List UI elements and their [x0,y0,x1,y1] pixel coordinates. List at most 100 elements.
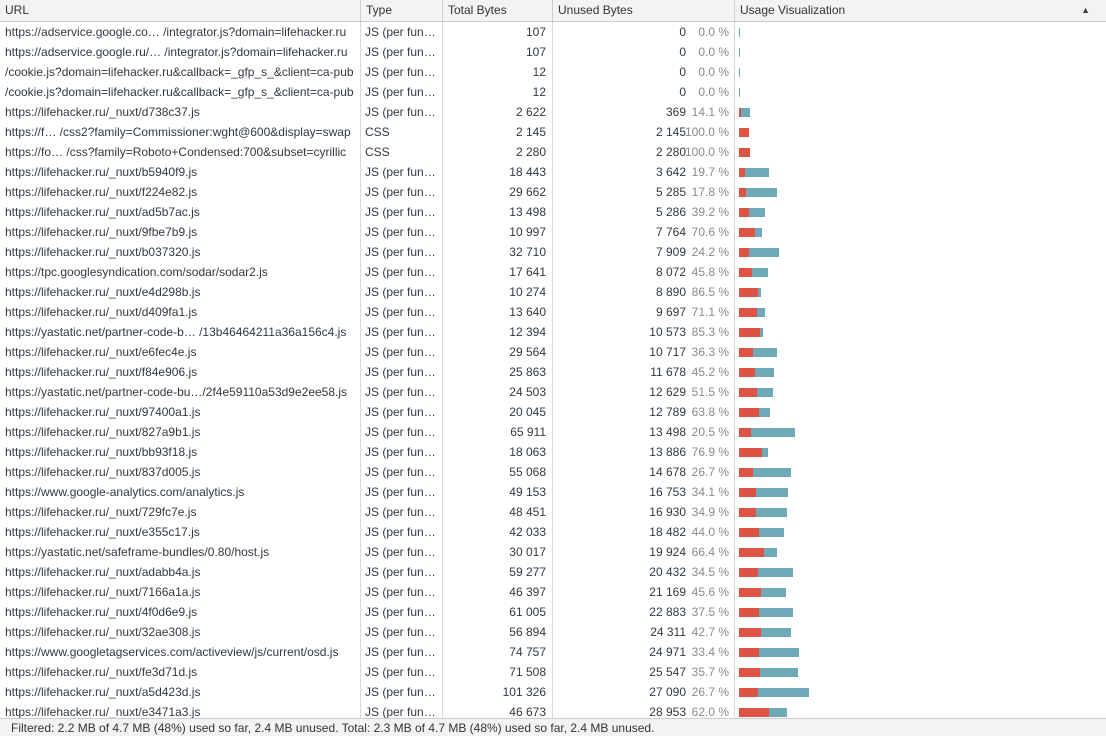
url-cell[interactable]: https://fo… /css?family=Roboto+Condensed… [0,142,361,162]
url-cell[interactable]: https://lifehacker.ru/_nuxt/e4d298b.js [0,282,361,302]
total-bytes-cell: 29 662 [443,182,553,202]
url-cell[interactable]: https://f… /css2?family=Commissioner:wgh… [0,122,361,142]
table-row[interactable]: https://adservice.google.ru/… /integrato… [0,42,1106,62]
column-header-type[interactable]: Type [361,0,443,21]
table-row[interactable]: https://yastatic.net/partner-code-bu…/2f… [0,382,1106,402]
unused-percent: 34.1 % [691,485,729,499]
table-row[interactable]: https://lifehacker.ru/_nuxt/9fbe7b9.js JS… [0,222,1106,242]
url-cell[interactable]: https://tpc.googlesyndication.com/sodar/… [0,262,361,282]
url-cell[interactable]: https://lifehacker.ru/_nuxt/9fbe7b9.js [0,222,361,242]
table-row[interactable]: https://lifehacker.ru/_nuxt/ad5b7ac.js JS… [0,202,1106,222]
url-cell[interactable]: https://lifehacker.ru/_nuxt/ad5b7ac.js [0,202,361,222]
url-cell[interactable]: https://lifehacker.ru/_nuxt/a5d423d.js [0,682,361,702]
url-cell[interactable]: https://lifehacker.ru/_nuxt/4f0d6e9.js [0,602,361,622]
table-row[interactable]: https://lifehacker.ru/_nuxt/7166a1a.js JS… [0,582,1106,602]
sort-ascending-icon[interactable]: ▲ [1081,5,1090,15]
url-cell[interactable]: https://yastatic.net/partner-code-bu…/2f… [0,382,361,402]
unused-percent: 36.3 % [691,345,729,359]
type-cell: JS (per fun… [361,502,443,522]
table-row[interactable]: https://lifehacker.ru/_nuxt/fe3d71d.js JS… [0,662,1106,682]
type-cell: JS (per fun… [361,102,443,122]
unused-bytes-cell: 22 883 37.5 % [553,602,735,622]
unused-bytes-value: 10 717 [649,345,686,359]
table-row[interactable]: https://lifehacker.ru/_nuxt/e3471a3.js JS… [0,702,1106,718]
url-cell[interactable]: https://lifehacker.ru/_nuxt/827a9b1.js [0,422,361,442]
url-cell[interactable]: https://lifehacker.ru/_nuxt/b5940f9.js [0,162,361,182]
url-cell[interactable]: https://lifehacker.ru/_nuxt/32ae308.js [0,622,361,642]
table-row[interactable]: https://lifehacker.ru/_nuxt/f224e82.js JS… [0,182,1106,202]
url-cell[interactable]: https://www.googletagservices.com/active… [0,642,361,662]
table-row[interactable]: https://lifehacker.ru/_nuxt/d409fa1.js JS… [0,302,1106,322]
unused-bytes-cell: 5 285 17.8 % [553,182,735,202]
url-cell[interactable]: https://lifehacker.ru/_nuxt/837d005.js [0,462,361,482]
table-row[interactable]: /cookie.js?domain=lifehacker.ru&callback… [0,62,1106,82]
table-row[interactable]: https://lifehacker.ru/_nuxt/4f0d6e9.js JS… [0,602,1106,622]
table-row[interactable]: https://yastatic.net/partner-code-b… /13… [0,322,1106,342]
url-cell[interactable]: https://lifehacker.ru/_nuxt/f84e906.js [0,362,361,382]
url-cell[interactable]: https://lifehacker.ru/_nuxt/b037320.js [0,242,361,262]
table-row[interactable]: https://lifehacker.ru/_nuxt/97400a1.js JS… [0,402,1106,422]
usage-bar-unused [739,668,760,677]
table-row[interactable]: https://www.googletagservices.com/active… [0,642,1106,662]
total-bytes-cell: 2 280 [443,142,553,162]
table-row[interactable]: https://yastatic.net/safeframe-bundles/0… [0,542,1106,562]
usage-bar-unused [739,328,760,337]
table-row[interactable]: https://lifehacker.ru/_nuxt/a5d423d.js JS… [0,682,1106,702]
unused-bytes-cell: 2 280 100.0 % [553,142,735,162]
table-row[interactable]: https://lifehacker.ru/_nuxt/adabb4a.js JS… [0,562,1106,582]
total-bytes-cell: 61 005 [443,602,553,622]
table-row[interactable]: https://lifehacker.ru/_nuxt/e4d298b.js JS… [0,282,1106,302]
url-cell[interactable]: https://adservice.google.ru/… /integrato… [0,42,361,62]
column-header-url[interactable]: URL [0,0,361,21]
type-cell: JS (per fun… [361,622,443,642]
table-row[interactable]: https://f… /css2?family=Commissioner:wgh… [0,122,1106,142]
url-cell[interactable]: https://lifehacker.ru/_nuxt/fe3d71d.js [0,662,361,682]
table-row[interactable]: /cookie.js?domain=lifehacker.ru&callback… [0,82,1106,102]
table-row[interactable]: https://lifehacker.ru/_nuxt/e355c17.js JS… [0,522,1106,542]
table-row[interactable]: https://lifehacker.ru/_nuxt/bb93f18.js JS… [0,442,1106,462]
url-cell[interactable]: /cookie.js?domain=lifehacker.ru&callback… [0,62,361,82]
usage-visualization-cell [735,362,1106,382]
table-row[interactable]: https://adservice.google.co… /integrator… [0,22,1106,42]
table-row[interactable]: https://fo… /css?family=Roboto+Condensed… [0,142,1106,162]
table-row[interactable]: https://lifehacker.ru/_nuxt/d738c37.js JS… [0,102,1106,122]
unused-percent: 71.1 % [691,305,729,319]
url-cell[interactable]: https://lifehacker.ru/_nuxt/adabb4a.js [0,562,361,582]
unused-percent: 70.6 % [691,225,729,239]
table-row[interactable]: https://lifehacker.ru/_nuxt/b5940f9.js JS… [0,162,1106,182]
url-cell[interactable]: https://lifehacker.ru/_nuxt/e3471a3.js [0,702,361,718]
usage-visualization-cell [735,522,1106,542]
table-row[interactable]: https://lifehacker.ru/_nuxt/f84e906.js JS… [0,362,1106,382]
table-row[interactable]: https://lifehacker.ru/_nuxt/837d005.js JS… [0,462,1106,482]
table-row[interactable]: https://lifehacker.ru/_nuxt/827a9b1.js JS… [0,422,1106,442]
url-cell[interactable]: https://lifehacker.ru/_nuxt/e6fec4e.js [0,342,361,362]
unused-percent: 0.0 % [698,65,729,79]
url-cell[interactable]: https://adservice.google.co… /integrator… [0,22,361,42]
unused-bytes-cell: 10 717 36.3 % [553,342,735,362]
column-header-unused-bytes[interactable]: Unused Bytes [553,0,735,21]
url-cell[interactable]: https://lifehacker.ru/_nuxt/97400a1.js [0,402,361,422]
url-cell[interactable]: https://lifehacker.ru/_nuxt/729fc7e.js [0,502,361,522]
table-row[interactable]: https://tpc.googlesyndication.com/sodar/… [0,262,1106,282]
column-header-total-bytes[interactable]: Total Bytes [443,0,553,21]
url-cell[interactable]: https://lifehacker.ru/_nuxt/7166a1a.js [0,582,361,602]
type-cell: JS (per fun… [361,42,443,62]
url-cell[interactable]: https://lifehacker.ru/_nuxt/e355c17.js [0,522,361,542]
type-cell: JS (per fun… [361,562,443,582]
url-cell[interactable]: /cookie.js?domain=lifehacker.ru&callback… [0,82,361,102]
url-cell[interactable]: https://lifehacker.ru/_nuxt/f224e82.js [0,182,361,202]
url-cell[interactable]: https://lifehacker.ru/_nuxt/d409fa1.js [0,302,361,322]
unused-bytes-cell: 19 924 66.4 % [553,542,735,562]
url-cell[interactable]: https://yastatic.net/partner-code-b… /13… [0,322,361,342]
url-cell[interactable]: https://www.google-analytics.com/analyti… [0,482,361,502]
column-header-usage-visualization[interactable]: Usage Visualization ▲ [735,0,1106,21]
table-row[interactable]: https://lifehacker.ru/_nuxt/e6fec4e.js JS… [0,342,1106,362]
url-cell[interactable]: https://lifehacker.ru/_nuxt/d738c37.js [0,102,361,122]
table-row[interactable]: https://lifehacker.ru/_nuxt/b037320.js JS… [0,242,1106,262]
unused-percent: 33.4 % [691,645,729,659]
url-cell[interactable]: https://yastatic.net/safeframe-bundles/0… [0,542,361,562]
table-row[interactable]: https://lifehacker.ru/_nuxt/729fc7e.js JS… [0,502,1106,522]
table-row[interactable]: https://www.google-analytics.com/analyti… [0,482,1106,502]
table-row[interactable]: https://lifehacker.ru/_nuxt/32ae308.js JS… [0,622,1106,642]
url-cell[interactable]: https://lifehacker.ru/_nuxt/bb93f18.js [0,442,361,462]
